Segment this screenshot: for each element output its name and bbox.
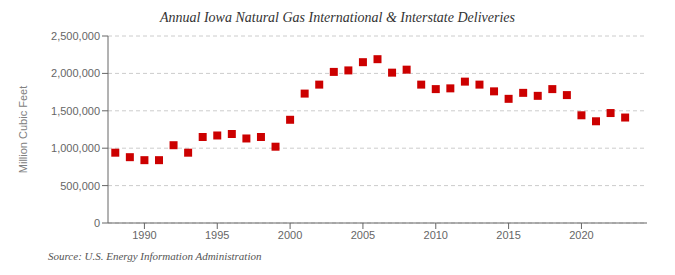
svg-text:0: 0 <box>94 217 100 229</box>
svg-text:1990: 1990 <box>132 229 156 241</box>
svg-text:1,000,000: 1,000,000 <box>51 142 100 154</box>
html-text:Annual Iowa Natural Gas Intern: Annual Iowa Natural Gas International & … <box>160 10 515 25</box>
svg-text:2,000,000: 2,000,000 <box>51 67 100 79</box>
svg-text:1,500,000: 1,500,000 <box>51 105 100 117</box>
svg-text:2000: 2000 <box>278 229 302 241</box>
svg-text:1995: 1995 <box>205 229 229 241</box>
svg-text:2005: 2005 <box>351 229 375 241</box>
svg-text:2015: 2015 <box>496 229 520 241</box>
html-text:Source: U.S. Energy Informatio: Source: U.S. Energy Information Administ… <box>48 250 262 262</box>
svg-text:500,000: 500,000 <box>60 180 100 192</box>
svg-text:2020: 2020 <box>569 229 593 241</box>
svg-text:2,500,000: 2,500,000 <box>51 30 100 42</box>
svg-text:2010: 2010 <box>424 229 448 241</box>
svg-text:Million Cubic Feet: Million Cubic Feet <box>17 86 29 173</box>
